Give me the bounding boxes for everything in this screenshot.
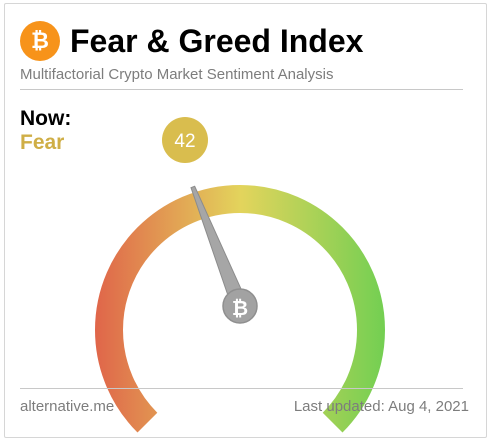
gauge-arc	[95, 185, 385, 433]
svg-text:₿: ₿	[31, 28, 49, 53]
last-updated: Last updated: Aug 4, 2021	[293, 398, 469, 415]
header-divider	[20, 89, 463, 90]
source-link[interactable]: alternative.me	[20, 398, 115, 415]
now-label: Now:	[20, 107, 72, 130]
bitcoin-logo-icon: ₿	[20, 21, 60, 61]
gauge-hub	[222, 288, 258, 324]
score-badge	[162, 117, 208, 163]
page-subtitle: Multifactorial Crypto Market Sentiment A…	[20, 66, 334, 83]
hub-bitcoin-icon: ₿	[232, 298, 248, 320]
page-title: Fear & Greed Index	[70, 23, 364, 59]
footer-divider	[20, 388, 463, 389]
sentiment-classification: Fear	[20, 131, 65, 154]
score-value: 42	[174, 131, 195, 152]
fear-greed-card	[4, 3, 487, 438]
